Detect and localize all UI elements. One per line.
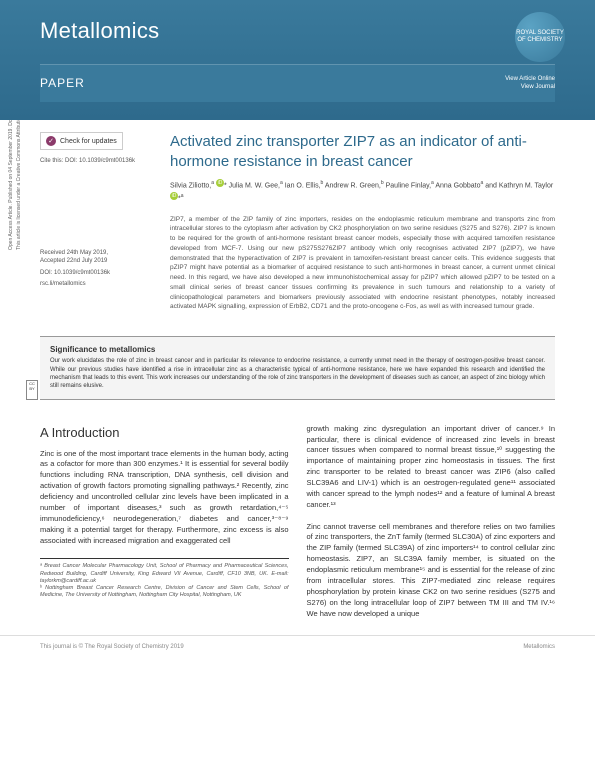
page: Metallomics ROYAL SOCIETY OF CHEMISTRY P…: [0, 0, 595, 658]
right-column: Activated zinc transporter ZIP7 as an in…: [170, 132, 555, 312]
cite-label: Cite this:: [40, 158, 63, 164]
publisher-logo-text: ROYAL SOCIETY OF CHEMISTRY: [515, 30, 565, 43]
accepted-date: Accepted 22nd July 2019: [40, 257, 155, 265]
orcid-icon: iD: [170, 192, 178, 200]
doi: DOI: 10.1039/c9mt00136k: [40, 269, 155, 277]
main-block: ✓ Check for updates Cite this: DOI: 10.1…: [0, 120, 595, 322]
footer-right: Metallomics: [523, 644, 555, 650]
significance-box: Significance to metallomics Our work elu…: [40, 336, 555, 400]
paper-label: PAPER: [40, 76, 85, 90]
intro-text-2: growth making zinc dysregulation an impo…: [307, 424, 556, 620]
dates-block: Received 24th May 2019, Accepted 22nd Ju…: [40, 249, 155, 289]
publisher-logo: ROYAL SOCIETY OF CHEMISTRY: [515, 12, 565, 62]
body-columns: A Introduction Zinc is one of the most i…: [0, 414, 595, 630]
cite-doi: DOI: 10.1039/c9mt00136k: [65, 158, 135, 164]
affiliation-a: ᵃ Breast Cancer Molecular Pharmacology U…: [40, 563, 289, 584]
intro-text-1: Zinc is one of the most important trace …: [40, 449, 289, 547]
significance-text: Our work elucidates the role of zinc in …: [50, 357, 545, 391]
check-updates-icon: ✓: [46, 136, 56, 146]
journal-title: Metallomics: [40, 18, 555, 44]
body-col-right: growth making zinc dysregulation an impo…: [307, 424, 556, 620]
significance-title: Significance to metallomics: [50, 345, 545, 354]
cc-badge: CC BY: [26, 380, 38, 400]
header: Metallomics ROYAL SOCIETY OF CHEMISTRY P…: [0, 0, 595, 120]
paper-bar: PAPER View Article Online View Journal: [40, 64, 555, 102]
abstract: ZIP7, a member of the ZIP family of zinc…: [170, 215, 555, 313]
check-updates-button[interactable]: ✓ Check for updates: [40, 132, 123, 150]
received-date: Received 24th May 2019,: [40, 249, 155, 257]
affiliation-b: ᵇ Nottingham Breast Cancer Research Cent…: [40, 585, 289, 599]
check-updates-label: Check for updates: [60, 138, 117, 145]
footer-left: This journal is © The Royal Society of C…: [40, 644, 184, 650]
article-title: Activated zinc transporter ZIP7 as an in…: [170, 132, 555, 171]
orcid-icon: iD: [216, 179, 224, 187]
left-column: ✓ Check for updates Cite this: DOI: 10.1…: [40, 132, 155, 312]
view-links: View Article Online View Journal: [505, 75, 555, 92]
citation: Cite this: DOI: 10.1039/c9mt00136k: [40, 158, 155, 164]
authors: Silvia Ziliotto,a iD* Julia M. W. Gee,a …: [170, 179, 555, 205]
affiliations: ᵃ Breast Cancer Molecular Pharmacology U…: [40, 558, 289, 599]
footer: This journal is © The Royal Society of C…: [0, 635, 595, 658]
rsc-link[interactable]: rsc.li/metallomics: [40, 280, 155, 288]
view-journal-link[interactable]: View Journal: [505, 83, 555, 91]
view-article-link[interactable]: View Article Online: [505, 75, 555, 83]
section-heading-intro: A Introduction: [40, 424, 289, 443]
body-col-left: A Introduction Zinc is one of the most i…: [40, 424, 289, 620]
